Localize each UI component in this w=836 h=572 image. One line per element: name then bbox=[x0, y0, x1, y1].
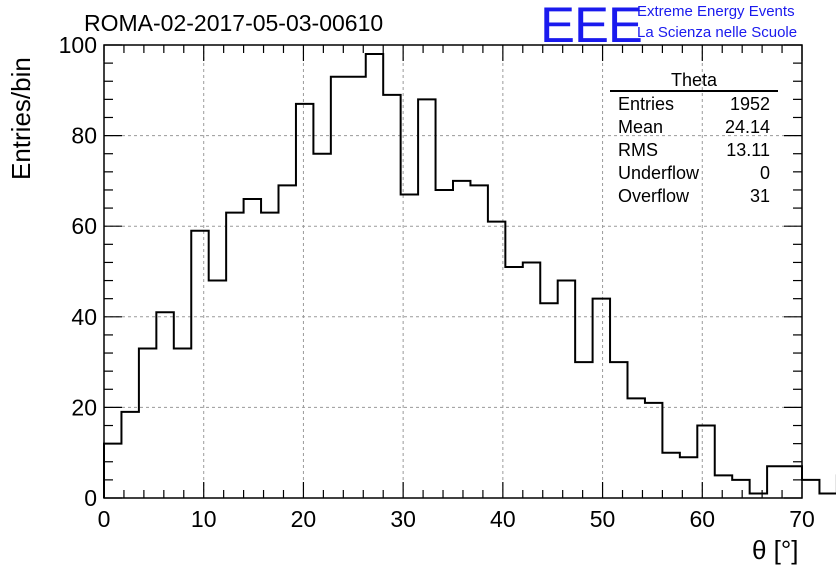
stats-value: 0 bbox=[759, 163, 770, 183]
stats-label: Entries bbox=[618, 94, 675, 114]
y-tick-label: 0 bbox=[84, 485, 97, 511]
stats-box: Theta Entries 1952 Mean 24.14 RMS 13.11 … bbox=[610, 70, 778, 208]
stats-title: Theta bbox=[670, 70, 718, 90]
stats-label: RMS bbox=[618, 140, 658, 160]
x-tick-label: 70 bbox=[789, 506, 815, 532]
stats-value: 31 bbox=[749, 186, 770, 206]
logo-subtitle-2: La Scienza nelle Scuole bbox=[637, 24, 798, 41]
x-tick-label: 40 bbox=[490, 506, 516, 532]
y-tick-label: 100 bbox=[59, 32, 97, 58]
x-tick-label: 10 bbox=[191, 506, 217, 532]
stats-row-mean: Mean 24.14 bbox=[610, 116, 778, 139]
stats-row-rms: RMS 13.11 bbox=[610, 139, 778, 162]
stats-divider bbox=[610, 90, 778, 92]
plot-frame bbox=[103, 44, 803, 499]
eee-logo: EEE bbox=[540, 0, 643, 53]
y-axis-label: Entries/bin bbox=[6, 57, 36, 180]
stats-row-underflow: Underflow 0 bbox=[610, 162, 778, 185]
stats-label: Overflow bbox=[618, 186, 690, 206]
logo-subtitle-1: Extreme Energy Events bbox=[637, 3, 795, 20]
y-tick-label: 60 bbox=[71, 213, 97, 239]
stats-label: Mean bbox=[618, 117, 664, 137]
x-tick-label: 30 bbox=[390, 506, 416, 532]
stats-value: 24.14 bbox=[724, 117, 770, 137]
y-tick-label: 20 bbox=[71, 394, 97, 420]
x-tick-label: 50 bbox=[590, 506, 616, 532]
x-axis-label: θ [°] bbox=[752, 535, 799, 565]
stats-row-entries: Entries 1952 bbox=[610, 93, 778, 116]
histogram-line bbox=[103, 53, 836, 498]
stats-label: Underflow bbox=[618, 163, 700, 183]
y-tick-label: 80 bbox=[71, 123, 97, 149]
stats-row-overflow: Overflow 31 bbox=[610, 185, 778, 208]
y-tick-label: 40 bbox=[71, 304, 97, 330]
x-tick-label: 60 bbox=[689, 506, 715, 532]
chart-title: ROMA-02-2017-05-03-00610 bbox=[84, 10, 384, 36]
x-tick-label: 20 bbox=[291, 506, 317, 532]
stats-value: 13.11 bbox=[726, 140, 770, 160]
stats-value: 1952 bbox=[729, 94, 770, 114]
x-tick-label: 0 bbox=[98, 506, 111, 532]
